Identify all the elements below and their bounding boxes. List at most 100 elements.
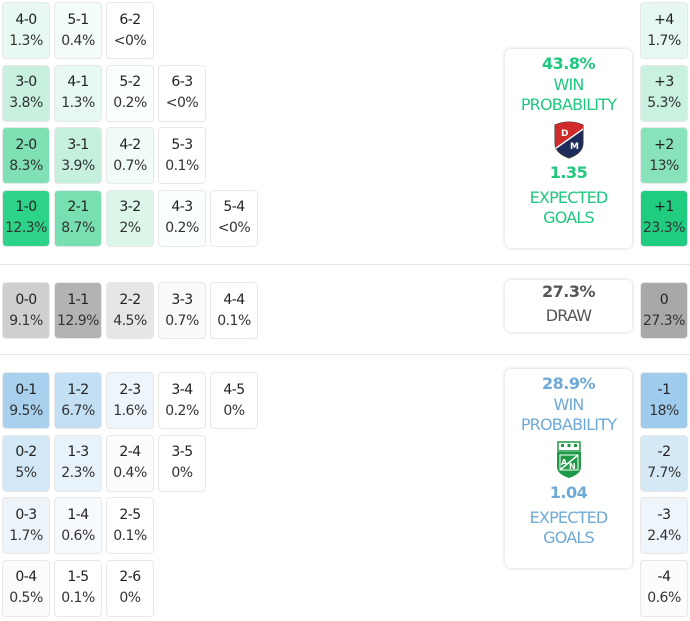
home-score-cell[interactable]: 6-2 <0% (106, 2, 154, 59)
scoreline-probability: 0.6% (61, 527, 95, 544)
scoreline-probability: 9.1% (9, 312, 43, 329)
home-margin-cell[interactable]: +2 13% (640, 127, 688, 184)
draw-margin-cell[interactable]: 0 27.3% (640, 282, 688, 339)
away-score-cell[interactable]: 1-2 6.7% (54, 372, 102, 429)
away-score-cell[interactable]: 0-2 5% (2, 434, 50, 492)
scoreline-probability: 0.7% (165, 312, 199, 329)
scoreline-probability: 1.6% (113, 402, 147, 419)
scoreline-probability: <0% (165, 95, 199, 111)
scoreline-label: 3-0 (15, 74, 37, 90)
away-score-cell[interactable]: 0-4 0.5% (2, 559, 50, 617)
scoreline-probability: 0.2% (165, 220, 199, 236)
home-score-cell[interactable]: 4-0 1.3% (2, 2, 50, 59)
away-score-cell[interactable]: 1-3 2.3% (54, 434, 102, 492)
scoreline-probability: 4.5% (113, 312, 147, 329)
scoreline-label: 2-6 (119, 569, 141, 585)
home-win-probability: 43.8% (541, 54, 596, 73)
scoreline-probability: 8.3% (9, 157, 43, 174)
scoreline-label: 4-3 (171, 199, 193, 215)
draw-score-cell[interactable]: 0-0 9.1% (2, 282, 50, 339)
home-score-cell[interactable]: 4-3 0.2% (158, 189, 206, 247)
home-score-cell[interactable]: 2-0 8.3% (2, 127, 50, 184)
home-win-label: WIN PROBABILITY (520, 75, 617, 114)
scoreline-label: 2-4 (119, 444, 141, 460)
scoreline-label: 3-1 (67, 136, 89, 153)
away-score-cell[interactable]: 4-5 0% (210, 372, 258, 429)
scoreline-label: +4 (654, 11, 674, 28)
scoreline-label: 0-3 (15, 506, 37, 523)
away-margin-cell[interactable]: -3 2.4% (640, 497, 688, 554)
scoreline-label: 1-4 (67, 506, 89, 523)
scoreline-probability: 0.1% (61, 590, 95, 606)
away-score-cell[interactable]: 2-3 1.6% (106, 372, 154, 429)
scoreline-probability: 0.1% (113, 527, 147, 544)
home-margin-cell[interactable]: +4 1.7% (640, 2, 688, 59)
scoreline-label: +3 (654, 74, 674, 90)
home-score-cell[interactable]: 1-0 12.3% (2, 189, 50, 247)
home-score-cell[interactable]: 4-1 1.3% (54, 64, 102, 122)
home-score-cell[interactable]: 5-2 0.2% (106, 64, 154, 122)
home-margin-cell[interactable]: +3 5.3% (640, 64, 688, 122)
draw-probability: 27.3% (541, 282, 596, 301)
away-score-cell[interactable]: 2-4 0.4% (106, 434, 154, 492)
scoreline-probability: <0% (113, 32, 147, 49)
away-score-cell[interactable]: 1-4 0.6% (54, 497, 102, 554)
home-score-cell[interactable]: 3-2 2% (106, 189, 154, 247)
away-score-cell[interactable]: 0-3 1.7% (2, 497, 50, 554)
scoreline-probability: 2.3% (61, 465, 95, 481)
away-win-probability: 28.9% (541, 374, 596, 393)
away-score-cell[interactable]: 0-1 9.5% (2, 372, 50, 429)
draw-score-cell[interactable]: 1-1 12.9% (54, 282, 102, 339)
scoreline-probability: 0.1% (217, 312, 251, 329)
scoreline-label: -2 (657, 444, 671, 460)
home-score-cell[interactable]: 3-1 3.9% (54, 127, 102, 184)
away-win-label: WIN PROBABILITY (520, 395, 617, 434)
draw-score-cell[interactable]: 2-2 4.5% (106, 282, 154, 339)
draw-score-cell[interactable]: 4-4 0.1% (210, 282, 258, 339)
scoreline-probability: 18% (649, 402, 679, 419)
scoreline-probability: 0% (119, 590, 141, 606)
home-score-cell[interactable]: 3-0 3.8% (2, 64, 50, 122)
draw-score-cell[interactable]: 3-3 0.7% (158, 282, 206, 339)
scoreline-label: 3-3 (171, 291, 193, 308)
away-score-cell[interactable]: 3-4 0.2% (158, 372, 206, 429)
home-score-cell[interactable]: 2-1 8.7% (54, 189, 102, 247)
scoreline-label: 0 (659, 291, 669, 308)
scoreline-label: 2-5 (119, 506, 141, 523)
independiente-medellin-crest-icon: D M (554, 121, 583, 159)
away-score-cell[interactable]: 2-6 0% (106, 559, 154, 617)
scoreline-label: 0-1 (15, 381, 37, 398)
home-score-cell[interactable]: 5-1 0.4% (54, 2, 102, 59)
scoreline-label: 1-0 (15, 199, 37, 215)
scoreline-probability: 0% (171, 465, 193, 481)
home-margin-cell[interactable]: +1 23.3% (640, 189, 688, 247)
scoreline-probability: 0.1% (165, 157, 199, 174)
scoreline-probability: 0.4% (113, 465, 147, 481)
scoreline-probability: 1.7% (647, 32, 681, 49)
svg-text:M: M (570, 142, 579, 152)
home-score-cell[interactable]: 5-4 <0% (210, 189, 258, 247)
home-expected-goals: 1.35 (549, 163, 588, 182)
svg-text:D: D (561, 129, 568, 139)
svg-text:N: N (569, 462, 576, 471)
scoreline-label: 3-5 (171, 444, 193, 460)
away-margin-cell[interactable]: -1 18% (640, 372, 688, 429)
scoreline-label: 5-4 (223, 199, 245, 215)
scoreline-label: 2-0 (15, 136, 37, 153)
scoreline-label: 3-4 (171, 381, 193, 398)
scoreline-label: 4-5 (223, 381, 245, 398)
home-score-cell[interactable]: 4-2 0.7% (106, 127, 154, 184)
scoreline-probability: 3.8% (9, 95, 43, 111)
scoreline-probability: 0.7% (113, 157, 147, 174)
scoreline-probability: 5.3% (647, 95, 681, 111)
away-score-cell[interactable]: 2-5 0.1% (106, 497, 154, 554)
scoreline-label: 0-4 (15, 569, 37, 585)
away-score-cell[interactable]: 3-5 0% (158, 434, 206, 492)
away-margin-cell[interactable]: -2 7.7% (640, 434, 688, 492)
away-margin-cell[interactable]: -4 0.6% (640, 559, 688, 617)
home-score-cell[interactable]: 6-3 <0% (158, 64, 206, 122)
scoreline-probability: 1.3% (9, 32, 43, 49)
away-score-cell[interactable]: 1-5 0.1% (54, 559, 102, 617)
scoreline-label: 4-1 (67, 74, 89, 90)
home-score-cell[interactable]: 5-3 0.1% (158, 127, 206, 184)
